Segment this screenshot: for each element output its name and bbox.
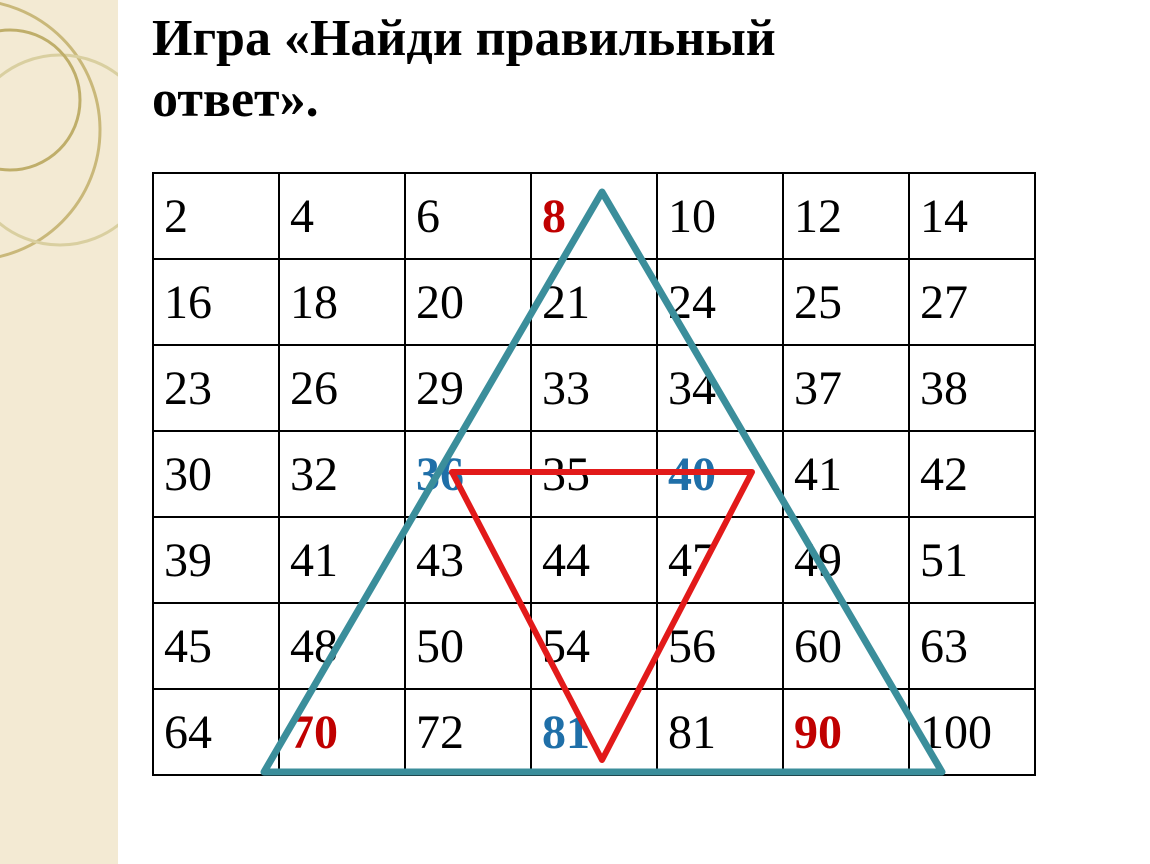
table-cell: 37 [783, 345, 909, 431]
table-cell: 34 [657, 345, 783, 431]
table-cell: 30 [153, 431, 279, 517]
table-cell: 42 [909, 431, 1035, 517]
slide-title: Игра «Найди правильный ответ». [152, 8, 776, 131]
table-row: 647072818190100 [153, 689, 1035, 775]
table-cell: 54 [531, 603, 657, 689]
table-cell: 70 [279, 689, 405, 775]
table-cell: 48 [279, 603, 405, 689]
table-cell: 56 [657, 603, 783, 689]
table-cell: 72 [405, 689, 531, 775]
table-cell: 41 [783, 431, 909, 517]
sidebar-arcs-icon [0, 0, 118, 864]
table-cell: 8 [531, 173, 657, 259]
table-cell: 49 [783, 517, 909, 603]
table-cell: 38 [909, 345, 1035, 431]
table-cell: 39 [153, 517, 279, 603]
table-cell: 44 [531, 517, 657, 603]
table-cell: 47 [657, 517, 783, 603]
table-cell: 60 [783, 603, 909, 689]
table-row: 16182021242527 [153, 259, 1035, 345]
table-cell: 90 [783, 689, 909, 775]
table-cell: 20 [405, 259, 531, 345]
table-cell: 100 [909, 689, 1035, 775]
table-row: 39414344474951 [153, 517, 1035, 603]
table-cell: 27 [909, 259, 1035, 345]
table-cell: 32 [279, 431, 405, 517]
table-row: 2468101214 [153, 173, 1035, 259]
table-cell: 43 [405, 517, 531, 603]
table-cell: 4 [279, 173, 405, 259]
title-line-2: ответ». [152, 71, 319, 128]
number-table: 2468101214161820212425272326293334373830… [152, 172, 1036, 776]
table-cell: 14 [909, 173, 1035, 259]
table-cell: 33 [531, 345, 657, 431]
table-cell: 24 [657, 259, 783, 345]
table-cell: 50 [405, 603, 531, 689]
table-cell: 23 [153, 345, 279, 431]
table-cell: 81 [657, 689, 783, 775]
table-cell: 40 [657, 431, 783, 517]
table-cell: 18 [279, 259, 405, 345]
table-cell: 45 [153, 603, 279, 689]
slide: Игра «Найди правильный ответ». 246810121… [0, 0, 1150, 864]
table-cell: 29 [405, 345, 531, 431]
table-cell: 41 [279, 517, 405, 603]
table-cell: 36 [405, 431, 531, 517]
table-row: 23262933343738 [153, 345, 1035, 431]
table-cell: 63 [909, 603, 1035, 689]
table-cell: 16 [153, 259, 279, 345]
number-table-body: 2468101214161820212425272326293334373830… [153, 173, 1035, 775]
table-cell: 35 [531, 431, 657, 517]
table-cell: 12 [783, 173, 909, 259]
table-cell: 10 [657, 173, 783, 259]
table-cell: 2 [153, 173, 279, 259]
decorative-sidebar [0, 0, 118, 864]
table-cell: 26 [279, 345, 405, 431]
table-row: 30323635404142 [153, 431, 1035, 517]
number-table-wrap: 2468101214161820212425272326293334373830… [152, 172, 1036, 776]
table-cell: 6 [405, 173, 531, 259]
title-line-1: Игра «Найди правильный [152, 10, 776, 67]
table-cell: 51 [909, 517, 1035, 603]
table-cell: 25 [783, 259, 909, 345]
table-cell: 64 [153, 689, 279, 775]
table-row: 45485054566063 [153, 603, 1035, 689]
table-cell: 81 [531, 689, 657, 775]
table-cell: 21 [531, 259, 657, 345]
